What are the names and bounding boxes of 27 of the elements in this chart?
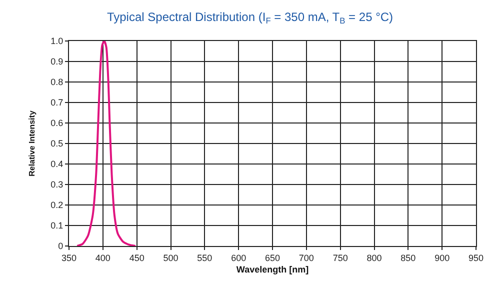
x-tick-label: 600 [231, 252, 246, 263]
x-tick-label: 650 [264, 252, 280, 263]
x-tick-label: 950 [468, 252, 484, 263]
x-tick-label: 850 [400, 252, 416, 263]
x-tick-label: 500 [163, 252, 178, 263]
x-tick-label: 800 [366, 252, 382, 263]
y-tick-label: 0.4 [50, 159, 64, 170]
y-axis-title: Relative Intensity [27, 110, 36, 176]
x-tick-label: 400 [95, 252, 110, 263]
x-axis-title: Wavelength [nm] [236, 264, 309, 275]
y-tick-label: 0.8 [50, 77, 64, 88]
y-tick-label: 0.2 [50, 200, 64, 210]
y-tick-label: 0.1 [50, 220, 64, 231]
y-tick-label: 0.9 [50, 56, 64, 67]
chart-title: Typical Spectral Distribution (I$_{F}$ = 350 mA, T$_{B}$ = 25 °C) [106, 10, 394, 26]
y-tick-label: 0 [58, 241, 64, 252]
y-tick-label: 0.7 [50, 98, 64, 108]
x-tick-label: 750 [332, 252, 348, 263]
x-tick-label: 450 [129, 252, 144, 263]
x-tick-label: 350 [61, 252, 77, 263]
y-tick-label: 0.6 [50, 118, 64, 128]
x-tick-label: 700 [298, 252, 314, 263]
x-tick-label: 550 [197, 252, 212, 263]
y-tick-label: 1.0 [50, 36, 64, 46]
x-tick-label: 900 [434, 252, 450, 263]
y-tick-label: 0.3 [50, 180, 64, 190]
y-tick-label: 0.5 [50, 138, 64, 149]
